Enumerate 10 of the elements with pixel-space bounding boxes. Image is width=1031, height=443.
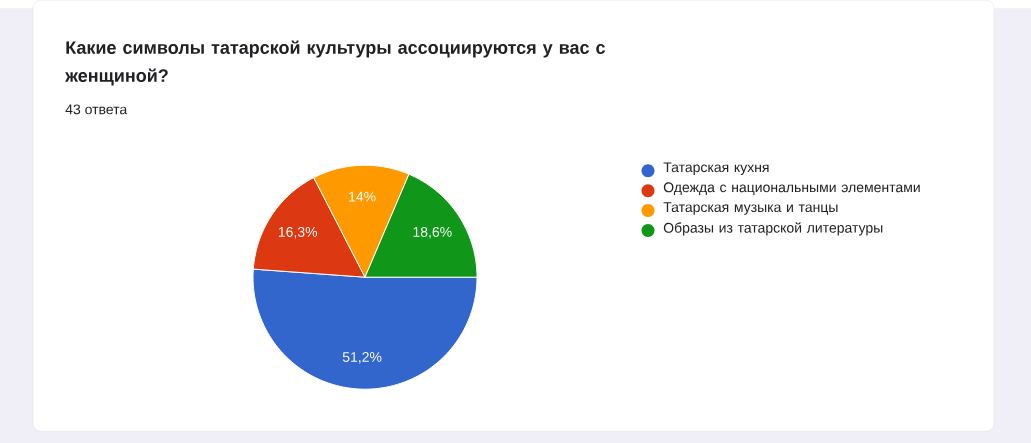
data-label: 16,3% [278,226,318,239]
legend-label: Татарская музыка и танцы [663,202,838,215]
legend-label: Татарская кухня [663,162,769,175]
legend-label: Одежда с национальными элементами [663,182,920,195]
legend-label: Образы из татарской литературы [663,222,883,236]
data-label: 18,6% [413,226,452,239]
chart-title: Какие символы татарской культуры ассоциируются у вас с женщиной? [65,40,605,86]
data-label: 51,2% [342,351,382,364]
data-label: 14% [349,191,376,202]
text: 43 ответа [65,104,128,115]
